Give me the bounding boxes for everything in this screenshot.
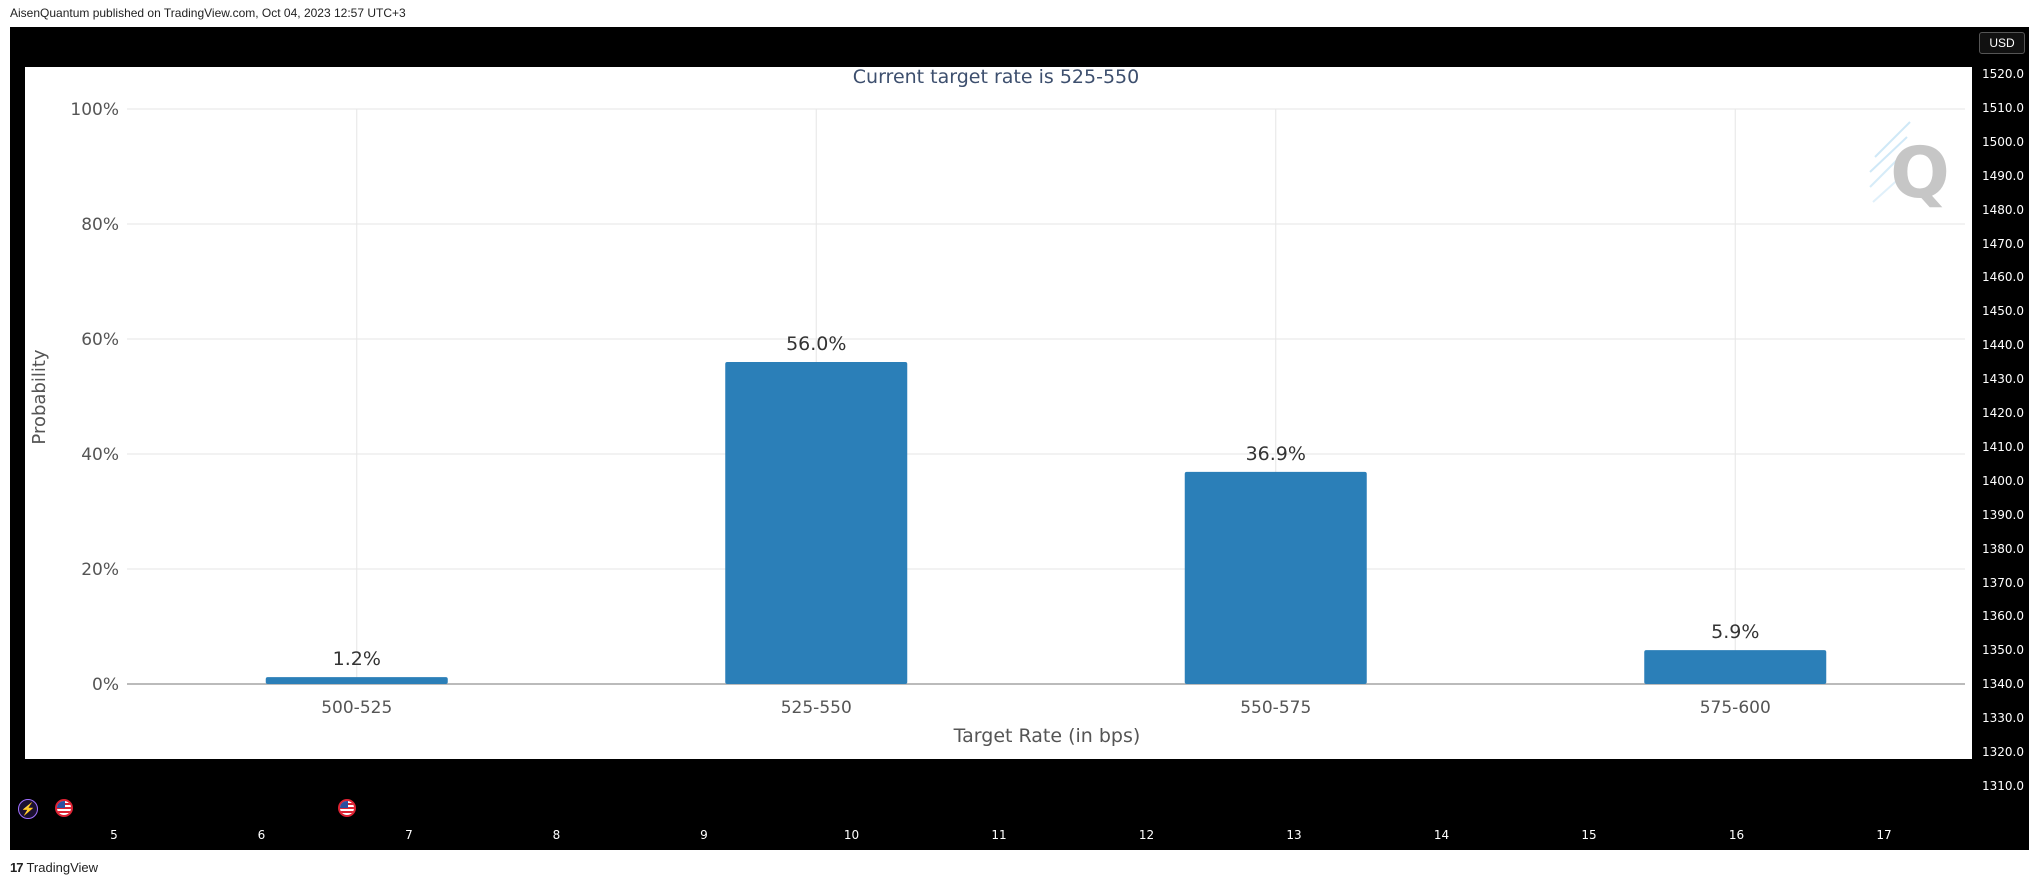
price-tick-label: 1490.0	[1982, 168, 2024, 183]
time-tick-label: 6	[257, 828, 266, 842]
y-axis-label: Probability	[29, 349, 50, 444]
bar	[265, 677, 448, 684]
bar-value-label: 5.9%	[1711, 621, 1759, 643]
us-flag-event-icon[interactable]	[55, 799, 73, 817]
bar-value-label: 1.2%	[333, 648, 381, 670]
time-tick-label: 5	[110, 828, 118, 842]
bar-chart: Current target rate is 525-550 Probabili…	[29, 66, 1965, 747]
price-tick-label: 1430.0	[1982, 372, 2024, 387]
time-tick-label: 14	[1433, 828, 1450, 842]
price-tick-label: 1470.0	[1982, 236, 2024, 251]
y-tick-label: 0%	[92, 675, 119, 695]
x-tick-label: 500-525	[321, 698, 392, 718]
price-tick-label: 1440.0	[1982, 338, 2024, 353]
y-tick-label: 100%	[70, 100, 119, 120]
x-tick-label: 525-550	[781, 698, 852, 718]
price-tick-label: 1480.0	[1982, 202, 2024, 217]
price-tick-label: 1380.0	[1982, 541, 2024, 556]
x-tick-label: 575-600	[1700, 698, 1771, 718]
time-tick-label: 13	[1286, 828, 1302, 842]
watermark-letter: Q	[1890, 132, 1950, 214]
bar-value-label: 36.9%	[1246, 443, 1306, 465]
price-tick-label: 1330.0	[1982, 711, 2024, 726]
publisher-line: AisenQuantum published on TradingView.co…	[10, 6, 406, 20]
time-axis[interactable]: 5 6 7 8 9 10 11 12 13 14 15 16 17	[10, 820, 1978, 850]
price-tick-label: 1390.0	[1982, 507, 2024, 522]
price-tick-label: 1360.0	[1982, 609, 2024, 624]
x-axis-label: Target Rate (in bps)	[953, 725, 1141, 747]
time-tick-label: 11	[991, 828, 1007, 842]
price-tick-label: 1500.0	[1982, 134, 2024, 149]
watermark-logo: Q	[1869, 121, 1950, 214]
price-tick-label: 1320.0	[1982, 745, 2024, 759]
time-tick-label: 17	[1876, 828, 1892, 842]
price-tick-label: 1370.0	[1982, 575, 2024, 590]
price-tick-label: 1310.0	[1982, 778, 2024, 793]
tradingview-logo-icon[interactable]: 17	[10, 860, 24, 875]
time-tick-label: 12	[1138, 828, 1155, 842]
chart-title: Current target rate is 525-550	[853, 67, 1139, 88]
bar	[1644, 650, 1827, 684]
price-tick-label: 1340.0	[1982, 677, 2024, 692]
x-tick-label: 550-575	[1240, 698, 1311, 718]
price-tick-label: 1410.0	[1982, 439, 2024, 454]
price-tick-label: 1450.0	[1982, 304, 2024, 319]
footer: 17 TradingView	[10, 860, 98, 875]
price-tick-label: 1510.0	[1982, 100, 2024, 115]
us-flag-event-icon[interactable]	[338, 799, 356, 817]
lightning-event-icon[interactable]: ⚡	[18, 799, 38, 819]
time-tick-label: 15	[1581, 828, 1597, 842]
price-tick-label: 1420.0	[1982, 406, 2024, 420]
footer-brand[interactable]: TradingView	[26, 860, 99, 875]
y-tick-label: 40%	[81, 445, 119, 465]
time-tick-label: 8	[552, 828, 561, 842]
price-tick-label: 1520.0	[1982, 67, 2024, 81]
currency-badge[interactable]: USD	[1979, 32, 2025, 54]
price-tick-label: 1400.0	[1982, 473, 2024, 488]
time-tick-label: 9	[700, 828, 708, 842]
y-tick-label: 60%	[81, 330, 119, 350]
plot-card: Current target rate is 525-550 Probabili…	[25, 66, 1972, 759]
y-tick-label: 80%	[81, 215, 119, 235]
price-axis[interactable]: 1520.0 1510.0 1500.0 1490.0 1480.0 1470.0 1460…	[1978, 67, 2039, 802]
time-tick-label: 10	[843, 828, 860, 842]
y-tick-label: 20%	[81, 560, 119, 580]
bar-value-label: 56.0%	[786, 333, 846, 355]
bar	[725, 362, 908, 684]
time-tick-label: 16	[1728, 828, 1745, 842]
bar	[1184, 471, 1367, 684]
price-tick-label: 1350.0	[1982, 643, 2024, 658]
price-tick-label: 1460.0	[1982, 270, 2024, 285]
time-tick-label: 7	[405, 828, 413, 842]
